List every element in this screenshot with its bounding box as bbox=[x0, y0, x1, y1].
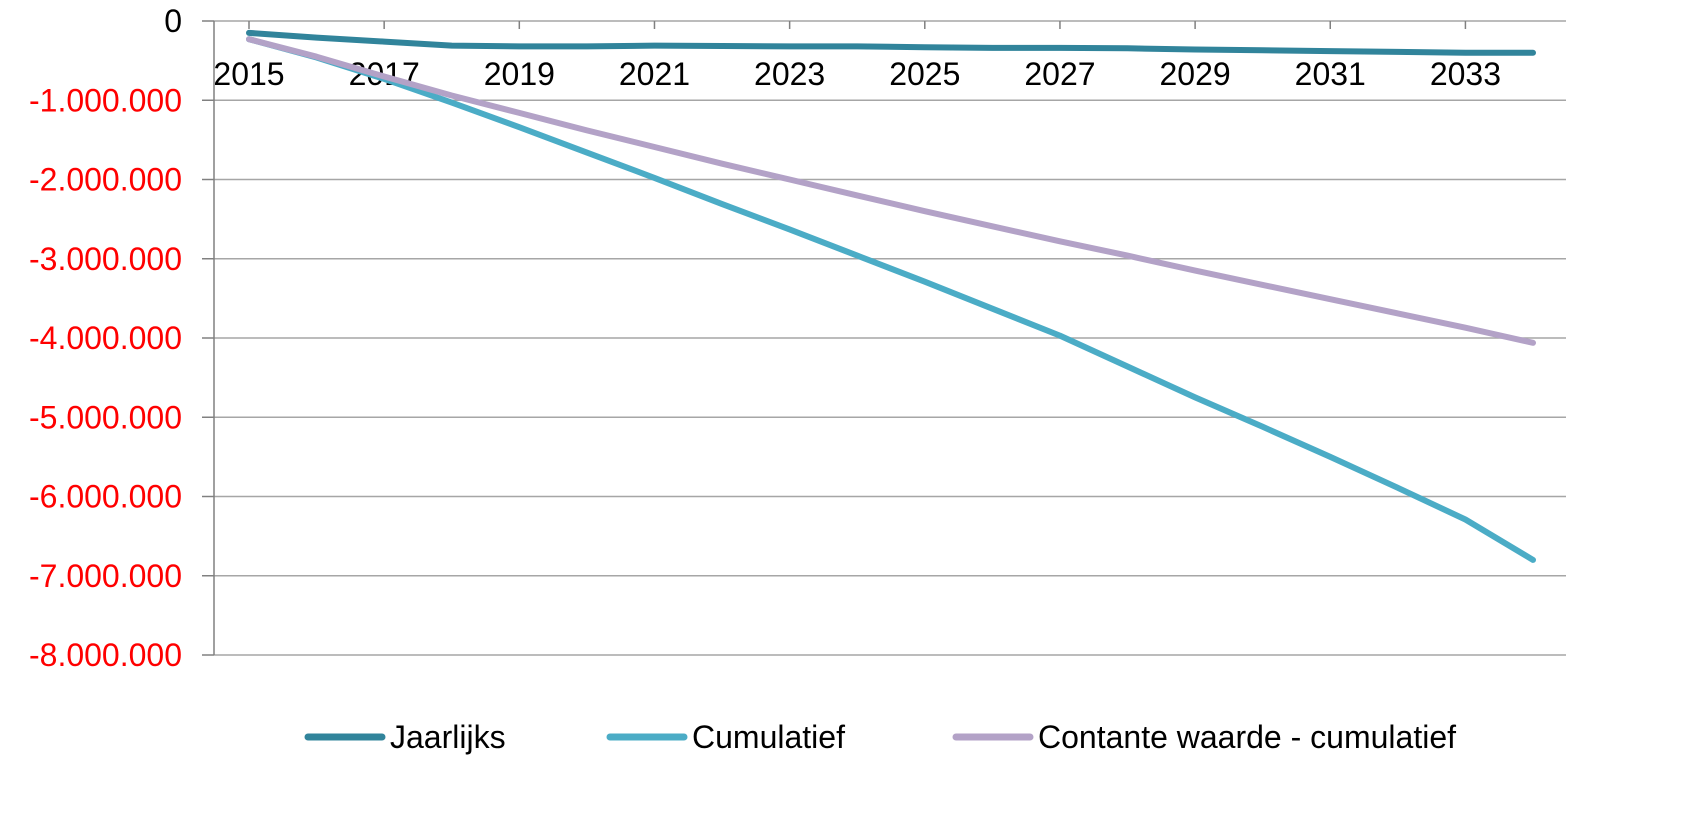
legend-label-1: Jaarlijks bbox=[390, 719, 506, 755]
legend: Jaarlijks Cumulatief Contante waarde - cum… bbox=[304, 719, 1456, 755]
y-tick-label: -3.000.000 bbox=[29, 241, 182, 277]
y-tick-label: -8.000.000 bbox=[29, 637, 182, 673]
x-tick-label: 2029 bbox=[1160, 56, 1231, 92]
x-tick-label: 2021 bbox=[619, 56, 690, 92]
x-tick-label: 2015 bbox=[213, 56, 284, 92]
x-tick-label: 2027 bbox=[1024, 56, 1095, 92]
x-tick-label: 2023 bbox=[754, 56, 825, 92]
y-tick-label: 0 bbox=[164, 3, 182, 39]
x-tick-label: 2025 bbox=[889, 56, 960, 92]
y-tick-label: -7.000.000 bbox=[29, 558, 182, 594]
y-tick-label: -5.000.000 bbox=[29, 399, 182, 435]
y-tick-label: -1.000.000 bbox=[29, 82, 182, 118]
series-line-3 bbox=[246, 36, 1536, 346]
y-tick-label: -6.000.000 bbox=[29, 479, 182, 515]
legend-label-3: Contante waarde - cumulatief bbox=[1038, 719, 1456, 755]
y-tick-label: -4.000.000 bbox=[29, 320, 182, 356]
y-axis-ticks: 0 -1.000.000 -2.000.000 -3.000.000 -4.000.00… bbox=[29, 3, 214, 673]
series-line-2 bbox=[246, 36, 1536, 563]
series-line-1 bbox=[246, 29, 1536, 56]
series-lines bbox=[246, 29, 1536, 563]
x-tick-label: 2031 bbox=[1295, 56, 1366, 92]
y-tick-label: -2.000.000 bbox=[29, 162, 182, 198]
grid-lines bbox=[214, 20, 1566, 656]
x-tick-label: 2019 bbox=[484, 56, 555, 92]
legend-label-2: Cumulatief bbox=[692, 719, 845, 755]
x-tick-label: 2033 bbox=[1430, 56, 1501, 92]
